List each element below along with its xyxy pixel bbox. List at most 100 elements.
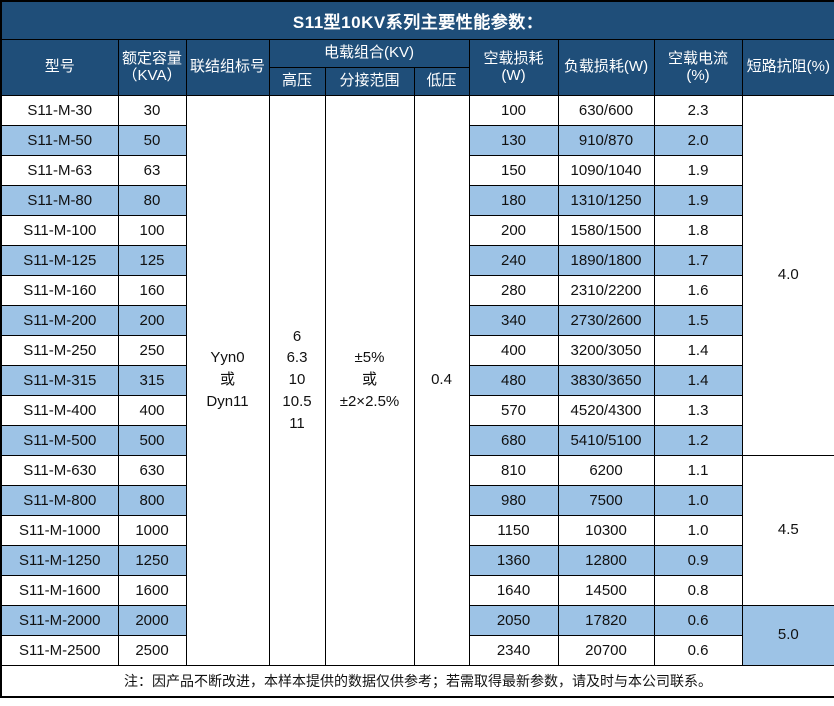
table-row: S11-M-160 160 280 2310/2200 1.6 <box>0 274 834 306</box>
cell-model: S11-M-2500 <box>0 634 119 666</box>
cell-load-loss: 10300 <box>557 514 655 546</box>
cell-load-loss: 3200/3050 <box>557 334 655 366</box>
col-header-capacity: 额定容量 （KVA） <box>117 38 187 96</box>
hv-line: 6.3 <box>286 349 308 367</box>
cell-kva: 100 <box>117 214 187 246</box>
footer-note: 注：因产品不断改进，本样本提供的数据仅供参考；若需取得最新参数，请及时与本公司联… <box>0 664 834 698</box>
cell-model: S11-M-80 <box>0 184 119 216</box>
cell-kva: 630 <box>117 454 187 486</box>
tap-range-line: ±5% <box>354 349 385 367</box>
table-row: S11-M-63 63 150 1090/1040 1.9 <box>0 154 834 186</box>
cell-no-load-current: 1.4 <box>653 334 743 366</box>
footer-row: 注：因产品不断改进，本样本提供的数据仅供参考；若需取得最新参数，请及时与本公司联… <box>0 664 834 698</box>
cell-load-loss: 20700 <box>557 634 655 666</box>
cell-model: S11-M-630 <box>0 454 119 486</box>
col-header-connection: 联结组标号 <box>185 38 270 96</box>
cell-model: S11-M-200 <box>0 304 119 336</box>
cell-no-load-loss: 2340 <box>468 634 559 666</box>
connection-line: 或 <box>219 371 235 389</box>
cell-no-load-loss: 400 <box>468 334 559 366</box>
cell-no-load-current: 0.6 <box>653 604 743 636</box>
table-row: S11-M-500 500 680 5410/5100 1.2 <box>0 424 834 456</box>
cell-load-loss: 5410/5100 <box>557 424 655 456</box>
connection-line: Dyn11 <box>206 392 249 410</box>
col-header-load-loss: 负载损耗(W) <box>557 38 655 96</box>
table-row: S11-M-2000 2000 2050 17820 0.6 5.0 <box>0 604 834 666</box>
col-header-impedance: 短路抗阻(%) <box>741 38 834 96</box>
table-row: S11-M-80 80 180 1310/1250 1.9 <box>0 184 834 216</box>
cell-no-load-current: 1.8 <box>653 214 743 246</box>
cell-load-loss: 910/870 <box>557 124 655 156</box>
cell-load-loss: 17820 <box>557 604 655 636</box>
cell-kva: 80 <box>117 184 187 216</box>
cell-impedance-group-1: 4.0 <box>741 94 834 456</box>
cell-kva: 125 <box>117 244 187 276</box>
cell-model: S11-M-160 <box>0 274 119 306</box>
cell-kva: 250 <box>117 334 187 366</box>
cell-no-load-loss: 130 <box>468 124 559 156</box>
cell-kva: 1000 <box>117 514 187 546</box>
cell-load-loss: 1310/1250 <box>557 184 655 216</box>
cell-load-loss: 1890/1800 <box>557 244 655 276</box>
cell-model: S11-M-800 <box>0 484 119 516</box>
table-row: S11-M-315 315 480 3830/3650 1.4 <box>0 364 834 396</box>
title-row: S11型10KV系列主要性能参数： <box>0 0 834 40</box>
cell-no-load-loss: 480 <box>468 364 559 396</box>
cell-kva: 1600 <box>117 574 187 606</box>
tap-range-line: ±2×2.5% <box>339 392 400 410</box>
cell-load-loss: 2310/2200 <box>557 274 655 306</box>
cell-model: S11-M-2000 <box>0 604 119 636</box>
table-row: S11-M-1250 1250 1360 12800 0.9 <box>0 544 834 576</box>
cell-load-loss: 6200 <box>557 454 655 486</box>
cell-no-load-loss: 810 <box>468 454 559 486</box>
cell-tap-range: ±5% 或 ±2×2.5% <box>324 94 415 666</box>
cell-no-load-current: 0.8 <box>653 574 743 606</box>
cell-load-loss: 1580/1500 <box>557 214 655 246</box>
cell-lv-value: 0.4 <box>413 94 470 666</box>
cell-no-load-loss: 180 <box>468 184 559 216</box>
table-row: S11-M-1600 1600 1640 14500 0.8 <box>0 574 834 606</box>
hv-line: 10.5 <box>282 392 312 410</box>
cell-kva: 800 <box>117 484 187 516</box>
cell-no-load-current: 1.0 <box>653 514 743 546</box>
col-header-tap-range: 分接范围 <box>324 66 415 96</box>
col-header-model: 型号 <box>0 38 119 96</box>
cell-load-loss: 7500 <box>557 484 655 516</box>
cell-load-loss: 4520/4300 <box>557 394 655 426</box>
cell-model: S11-M-63 <box>0 154 119 186</box>
cell-kva: 50 <box>117 124 187 156</box>
cell-model: S11-M-50 <box>0 124 119 156</box>
cell-no-load-current: 1.3 <box>653 394 743 426</box>
col-header-no-load-loss: 空载损耗(W) <box>468 38 559 96</box>
connection-line: Yyn0 <box>210 349 245 367</box>
hv-line: 10 <box>288 371 306 389</box>
cell-no-load-current: 1.4 <box>653 364 743 396</box>
cell-model: S11-M-1600 <box>0 574 119 606</box>
cell-model: S11-M-125 <box>0 244 119 276</box>
col-header-capacity-line1: 额定容量 <box>121 49 182 67</box>
table-row: S11-M-30 30 Yyn0 或 Dyn11 6 6.3 10 10.5 1… <box>0 94 834 666</box>
header-row-1: 型号 额定容量 （KVA） 联结组标号 电载组合(KV) 空载损耗(W) 负载损… <box>0 38 834 96</box>
cell-model: S11-M-250 <box>0 334 119 366</box>
cell-no-load-current: 1.6 <box>653 274 743 306</box>
cell-load-loss: 1090/1040 <box>557 154 655 186</box>
cell-model: S11-M-500 <box>0 424 119 456</box>
cell-no-load-current: 2.0 <box>653 124 743 156</box>
table-row: S11-M-630 630 810 6200 1.1 4.5 <box>0 454 834 606</box>
table-row: S11-M-400 400 570 4520/4300 1.3 <box>0 394 834 426</box>
cell-no-load-current: 0.9 <box>653 544 743 576</box>
table-row: S11-M-125 125 240 1890/1800 1.7 <box>0 244 834 276</box>
cell-no-load-loss: 1640 <box>468 574 559 606</box>
cell-no-load-current: 1.0 <box>653 484 743 516</box>
col-header-lv: 低压 <box>413 66 470 96</box>
cell-kva: 400 <box>117 394 187 426</box>
cell-no-load-loss: 280 <box>468 274 559 306</box>
col-header-voltage-group: 电载组合(KV) <box>268 38 470 68</box>
cell-no-load-current: 1.7 <box>653 244 743 276</box>
cell-load-loss: 14500 <box>557 574 655 606</box>
cell-no-load-current: 0.6 <box>653 634 743 666</box>
col-header-hv: 高压 <box>268 66 326 96</box>
cell-no-load-loss: 1150 <box>468 514 559 546</box>
cell-load-loss: 3830/3650 <box>557 364 655 396</box>
